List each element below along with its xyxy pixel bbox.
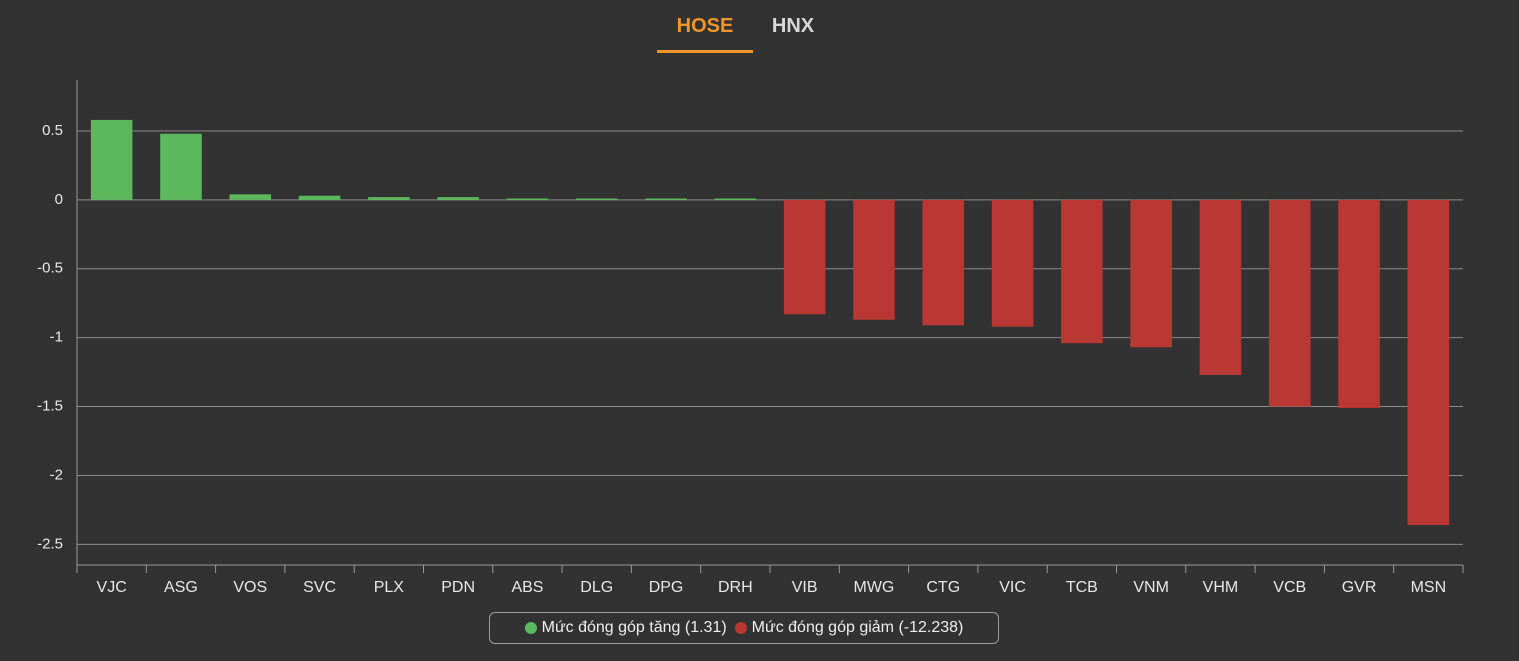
x-tick-label: VIB: [792, 579, 818, 596]
y-tick-label: -2.5: [37, 535, 63, 552]
bar: [506, 198, 549, 200]
bar: [229, 194, 272, 200]
legend: Mức đóng góp tăng (1.31) Mức đóng góp giả…: [489, 612, 999, 644]
bar: [298, 195, 341, 200]
bar: [1061, 199, 1103, 344]
y-tick-label: 0: [55, 191, 63, 208]
bar: [1407, 199, 1450, 526]
legend-item[interactable]: Mức đóng góp tăng (1.31): [524, 619, 727, 637]
y-tick-label: -0.5: [37, 260, 63, 277]
legend-label: Mức đóng góp tăng (1.31): [541, 619, 727, 636]
bar: [90, 119, 133, 200]
x-tick-label: MSN: [1411, 579, 1447, 596]
x-tick-label: ASG: [164, 579, 198, 596]
legend-item[interactable]: Mức đóng góp giảm (-12.238): [734, 619, 964, 637]
bar: [991, 199, 1034, 327]
x-tick-label: DRH: [718, 579, 753, 596]
legend-swatch: [734, 622, 747, 634]
bar: [853, 199, 895, 320]
x-tick-label: VHM: [1203, 579, 1239, 596]
x-tick-label: VIC: [999, 579, 1026, 596]
x-tick-label: PLX: [374, 579, 405, 596]
tab-hose[interactable]: HOSE: [657, 12, 753, 53]
bar: [922, 199, 965, 326]
bar: [783, 199, 826, 315]
x-tick-label: DLG: [580, 579, 613, 596]
bar: [575, 198, 618, 200]
x-tick-label: PDN: [441, 579, 475, 596]
y-tick-label: -2: [50, 466, 63, 483]
x-tick-label: GVR: [1342, 579, 1377, 596]
bar: [714, 198, 757, 200]
bar: [1268, 199, 1311, 407]
bar: [645, 198, 687, 200]
x-tick-label: SVC: [303, 579, 336, 596]
bar: [1338, 199, 1380, 408]
y-tick-label: -1.5: [37, 398, 63, 415]
x-tick-label: ABS: [511, 579, 543, 596]
bar: [437, 197, 479, 200]
bar: [368, 197, 410, 200]
legend-swatch: [524, 622, 537, 634]
y-tick-label: -1: [50, 329, 63, 346]
x-tick-label: VNM: [1133, 579, 1169, 596]
bar: [1130, 199, 1172, 348]
tab-hnx[interactable]: HNX: [771, 15, 815, 37]
bar: [1199, 199, 1242, 375]
x-tick-label: CTG: [926, 579, 960, 596]
x-tick-label: VCB: [1273, 579, 1306, 596]
x-tick-label: VJC: [97, 579, 127, 596]
x-tick-label: DPG: [649, 579, 684, 596]
bar: [160, 133, 202, 200]
y-tick-label: 0.5: [42, 122, 63, 139]
x-tick-label: VOS: [233, 579, 267, 596]
x-tick-label: MWG: [854, 579, 895, 596]
x-tick-label: TCB: [1066, 579, 1098, 596]
legend-label: Mức đóng góp giảm (-12.238): [751, 619, 964, 636]
